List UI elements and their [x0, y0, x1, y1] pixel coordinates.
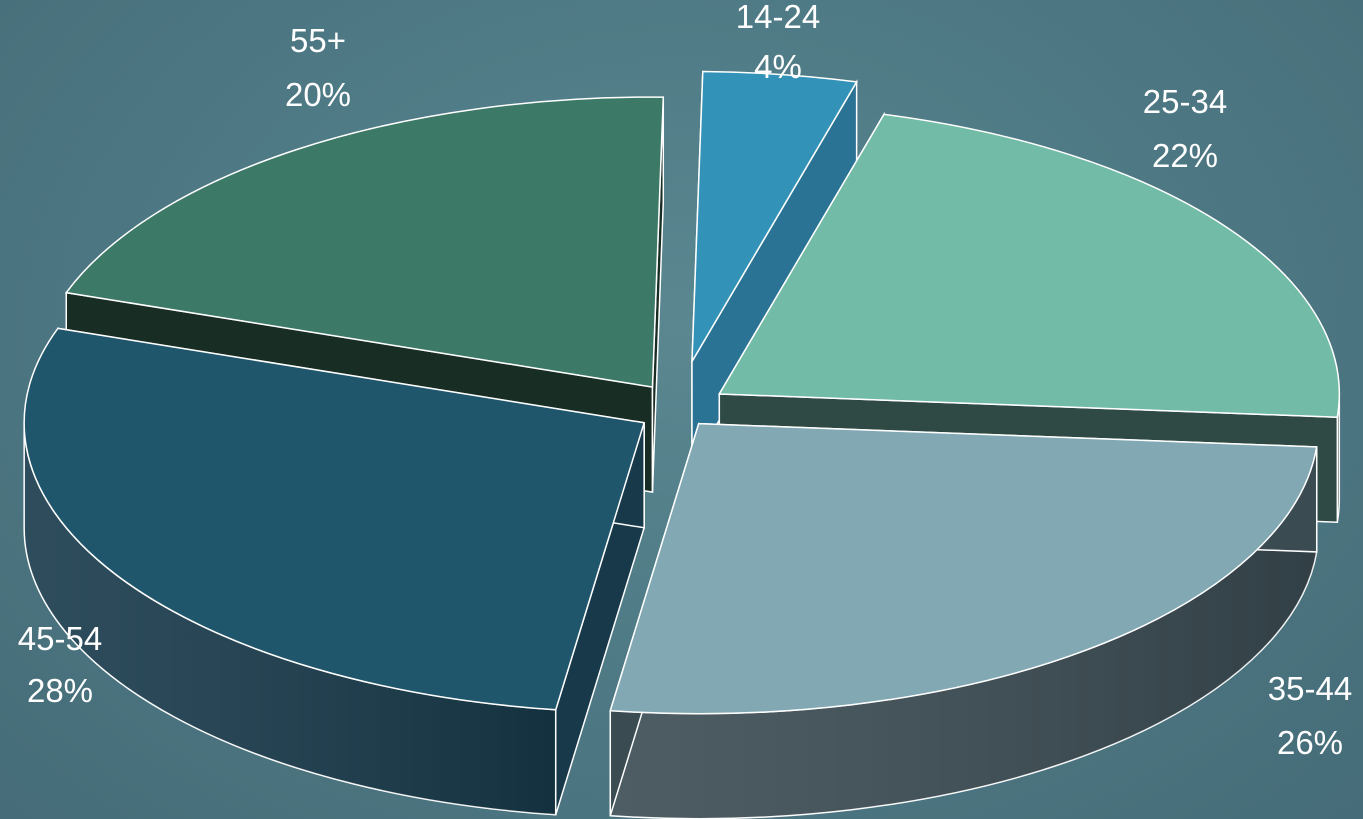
pie-slice-45-54: [23, 327, 646, 816]
slice-top-face: [718, 113, 1341, 418]
slices-layer: [23, 70, 1341, 819]
slice-percent-label: 22%: [1152, 137, 1218, 174]
slice-top-face: [609, 422, 1318, 715]
slice-percent-label: 26%: [1277, 724, 1343, 761]
slice-top-face: [64, 96, 665, 388]
slice-category-label: 45-54: [18, 620, 102, 657]
slice-percent-label: 4%: [754, 48, 802, 85]
slice-category-label: 35-44: [1268, 670, 1352, 707]
slice-category-label: 25-34: [1143, 83, 1227, 120]
slice-top-face: [691, 70, 858, 362]
slice-side-shade: [24, 422, 556, 815]
pie-slice-35-44: [609, 422, 1318, 819]
slice-side-shade: [610, 446, 1317, 819]
slice-category-label: 55+: [290, 22, 346, 59]
labels-layer: 14-24 4% 25-34 22% 35-44 26% 45-54 28% 55+ 20%: [18, 0, 1352, 761]
slice-category-label: 14-24: [736, 0, 820, 35]
slice-top-face: [23, 327, 646, 711]
slice-percent-label: 28%: [27, 672, 93, 709]
slice-percent-label: 20%: [285, 76, 351, 113]
